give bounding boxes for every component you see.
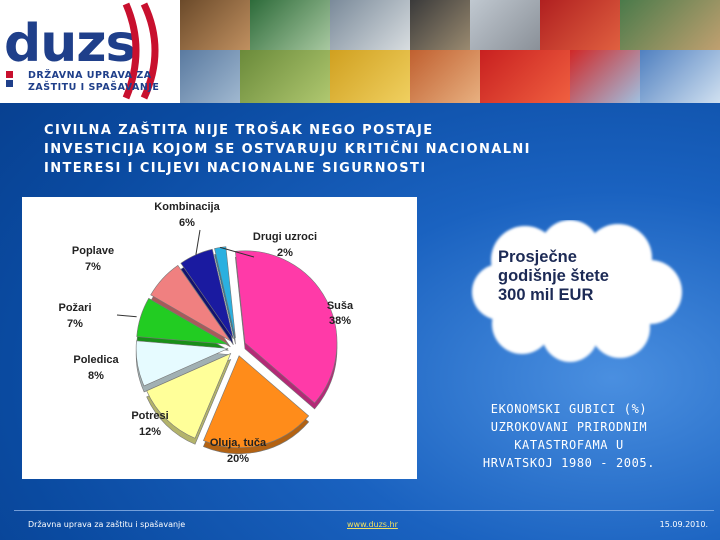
cloud-text: Prosječne godišnje štete 300 mil EUR [498, 248, 658, 305]
value-poplave: 7% [85, 261, 101, 273]
caption-line4: HRVATSKOJ 1980 - 2005. [482, 456, 656, 470]
label-potresi: Potresi [131, 410, 168, 422]
photo-tile [330, 50, 410, 103]
label-poledica: Poledica [73, 354, 119, 366]
value-drugi-uzroci: 2% [277, 247, 293, 259]
photo-tile [330, 0, 410, 50]
label-drugi-uzroci: Drugi uzroci [253, 231, 317, 243]
photo-tile [480, 50, 570, 103]
value-potresi: 12% [139, 426, 161, 438]
pie-slice-poledica [135, 340, 229, 387]
photo-tile [570, 50, 640, 103]
photo-tile [540, 0, 620, 50]
cloud-line2: godišnje štete [498, 267, 609, 285]
pie-slice-pozari [136, 297, 229, 345]
photo-tile [180, 0, 250, 50]
logo-square-icon [6, 80, 13, 87]
pie-chart: Kombinacija 6% Drugi uzroci 2% Poplave 7… [58, 201, 354, 465]
headline-line2: INVESTICIJA KOJOM SE OSTVARUJU KRITIČNI … [44, 142, 531, 157]
logo-arcs-icon [122, 2, 159, 100]
logo-subtitle-line1: DRŽAVNA UPRAVA ZA [28, 70, 152, 81]
footer-divider [14, 510, 714, 511]
pie-slice-susa [235, 250, 338, 404]
photo-tile [640, 50, 720, 103]
headline: CIVILNA ZAŠTITA NIJE TROŠAK NEGO POSTAJE… [44, 121, 664, 178]
leader-line [195, 229, 201, 255]
duzs-logo: duzs DRŽAVNA UPRAVA ZA ZAŠTITU I SPAŠAVA… [0, 0, 180, 103]
chart-caption: EKONOMSKI GUBICI (%) UZROKOVANI PRIRODNI… [448, 400, 690, 472]
logo-wordmark: duzs [4, 14, 136, 74]
photo-tile [410, 0, 470, 50]
photo-tile [250, 0, 330, 50]
photo-collage [180, 0, 720, 103]
pie-slice-oluja-tuca [203, 355, 310, 449]
label-oluja-tuca: Oluja, tuča [210, 437, 267, 449]
caption-line2: UZROKOVANI PRIRODNIM [490, 420, 648, 434]
footer-organization: Državna uprava za zaštitu i spašavanje [28, 520, 186, 529]
photo-tile [410, 50, 480, 103]
cloud-line3: 300 mil EUR [498, 286, 594, 304]
cloud-line1: Prosječne [498, 248, 577, 266]
photo-tile [620, 0, 720, 50]
label-poplave: Poplave [72, 245, 114, 257]
pie-slice-poplave [150, 264, 231, 342]
value-kombinacija: 6% [179, 217, 195, 229]
leader-line [116, 314, 137, 318]
label-susa: Suša [327, 300, 354, 312]
leader-line [220, 246, 255, 258]
headline-line3: INTERESI I CILJEVI NACIONALNE SIGURNOSTI [44, 161, 427, 176]
label-pozari: Požari [58, 302, 91, 314]
pie-slice-drugi-uzroci [214, 246, 236, 339]
logo-square-icon [6, 71, 13, 78]
logo-subtitle: DRŽAVNA UPRAVA ZA ZAŠTITU I SPAŠAVANJE [28, 70, 159, 94]
value-poledica: 8% [88, 370, 104, 382]
footer-date: 15.09.2010. [659, 520, 708, 529]
label-kombinacija: Kombinacija [154, 201, 220, 213]
logo-subtitle-line2: ZAŠTITU I SPAŠAVANJE [28, 82, 160, 93]
caption-line3: KATASTROFAMA U [514, 438, 624, 452]
footer-website-link[interactable]: www.duzs.hr [347, 520, 398, 529]
pie-slice-potresi [146, 352, 232, 439]
value-susa: 38% [329, 315, 351, 327]
photo-tile [180, 50, 240, 103]
photo-tile [240, 50, 330, 103]
pie-chart-panel: Kombinacija 6% Drugi uzroci 2% Poplave 7… [22, 197, 417, 479]
value-oluja-tuca: 20% [227, 453, 249, 465]
cloud-callout-icon [472, 220, 682, 362]
headline-line1: CIVILNA ZAŠTITA NIJE TROŠAK NEGO POSTAJE [44, 123, 434, 138]
caption-line1: EKONOMSKI GUBICI (%) [490, 402, 648, 416]
header-banner: duzs DRŽAVNA UPRAVA ZA ZAŠTITU I SPAŠAVA… [0, 0, 720, 103]
photo-tile [470, 0, 540, 50]
value-pozari: 7% [67, 318, 83, 330]
pie-slice-kombinacija [180, 248, 234, 339]
